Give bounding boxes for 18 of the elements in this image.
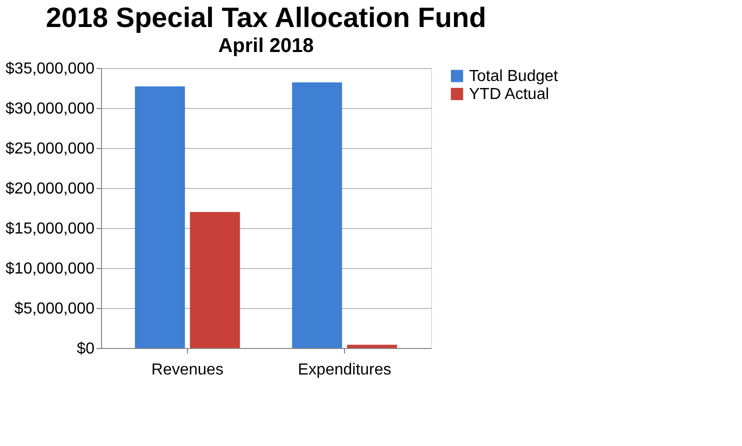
bar bbox=[347, 344, 398, 348]
chart-title: 2018 Special Tax Allocation Fund bbox=[46, 2, 486, 33]
x-tick-label: Revenues bbox=[151, 362, 224, 378]
chart-subtitle: April 2018 bbox=[218, 35, 314, 57]
bar bbox=[292, 82, 342, 348]
bar bbox=[134, 86, 185, 348]
legend-label: YTD Actual bbox=[469, 86, 550, 103]
y-tick-label: $0 bbox=[76, 340, 95, 358]
y-tick-label: $35,000,000 bbox=[6, 60, 95, 78]
y-tick-label: $15,000,000 bbox=[6, 220, 95, 238]
y-tick-label: $30,000,000 bbox=[6, 100, 95, 118]
y-tick-label: $10,000,000 bbox=[6, 260, 95, 278]
y-tick-label: $25,000,000 bbox=[6, 140, 95, 158]
legend-label: Total Budget bbox=[469, 68, 559, 85]
x-tick-label: Expenditures bbox=[298, 362, 392, 378]
bar bbox=[190, 212, 240, 348]
y-tick-label: $5,000,000 bbox=[14, 300, 95, 318]
y-tick-label: $20,000,000 bbox=[6, 180, 95, 198]
